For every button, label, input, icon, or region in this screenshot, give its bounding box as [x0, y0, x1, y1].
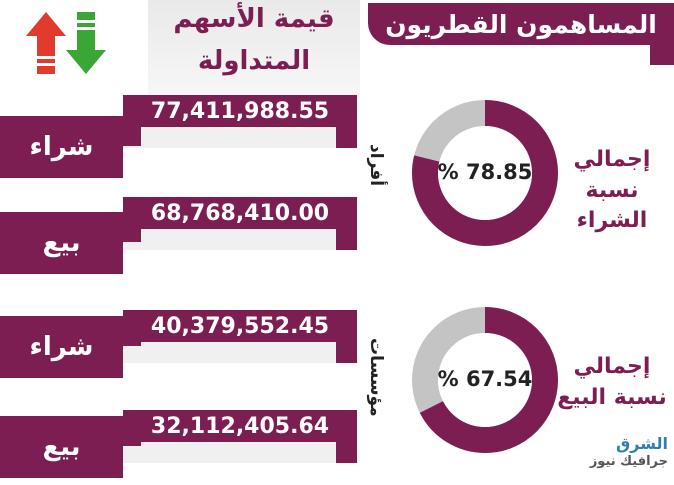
row-type-1: شراء: [0, 116, 123, 178]
value-tab: [336, 124, 357, 148]
row-value-3: 40,379,552.45: [123, 310, 357, 342]
donut-arc-buy: [412, 100, 558, 246]
row-value-2: 68,768,410.00: [123, 197, 357, 229]
value-shelf: [123, 441, 357, 463]
type-tab: [123, 212, 141, 242]
donut-percent-sell: % 67.54: [437, 367, 533, 391]
page-title: المساهمون القطريون: [368, 3, 674, 45]
up-arrow-icon: [26, 12, 66, 74]
value-header-line1: قيمة الأسهم: [173, 4, 335, 34]
value-tab: [336, 339, 357, 363]
group-label-institutions: مؤسسات: [366, 337, 386, 417]
group-label-individuals: أفراد: [366, 143, 386, 187]
down-arrow-icon: [66, 12, 106, 74]
donut-chart-sell: [412, 307, 558, 453]
type-tab: [123, 316, 141, 346]
type-tab: [123, 116, 141, 146]
donut-label-sell-line2: نسبة البيع: [557, 385, 667, 410]
donut-arc-sell: [412, 307, 558, 453]
type-tab: [123, 416, 141, 446]
title-banner-tab: [650, 45, 674, 65]
value-column-header: [148, 0, 360, 98]
value-tab: [336, 226, 357, 250]
value-shelf: [123, 228, 357, 250]
row-type-2: بيع: [0, 212, 123, 274]
donut-label-buy-line2: نسبة الشراء: [576, 178, 648, 233]
donut-chart-buy: [412, 100, 558, 246]
logo-subbrand: جرافيك نيوز: [589, 454, 668, 469]
logo-brand: الشرق: [615, 434, 668, 453]
row-value-4: 32,112,405.64: [123, 410, 357, 442]
row-type-4: بيع: [0, 416, 123, 478]
donut-label-buy-line1: إجمالي: [573, 147, 651, 172]
value-shelf: [123, 126, 357, 148]
value-header-line2: المتداولة: [197, 46, 311, 76]
row-type-3: شراء: [0, 316, 123, 378]
donut-percent-buy: % 78.85: [437, 160, 533, 184]
row-value-1: 77,411,988.55: [123, 95, 357, 127]
donut-label-sell-line1: إجمالي: [573, 354, 651, 379]
value-tab: [336, 439, 357, 463]
value-shelf: [123, 341, 357, 363]
